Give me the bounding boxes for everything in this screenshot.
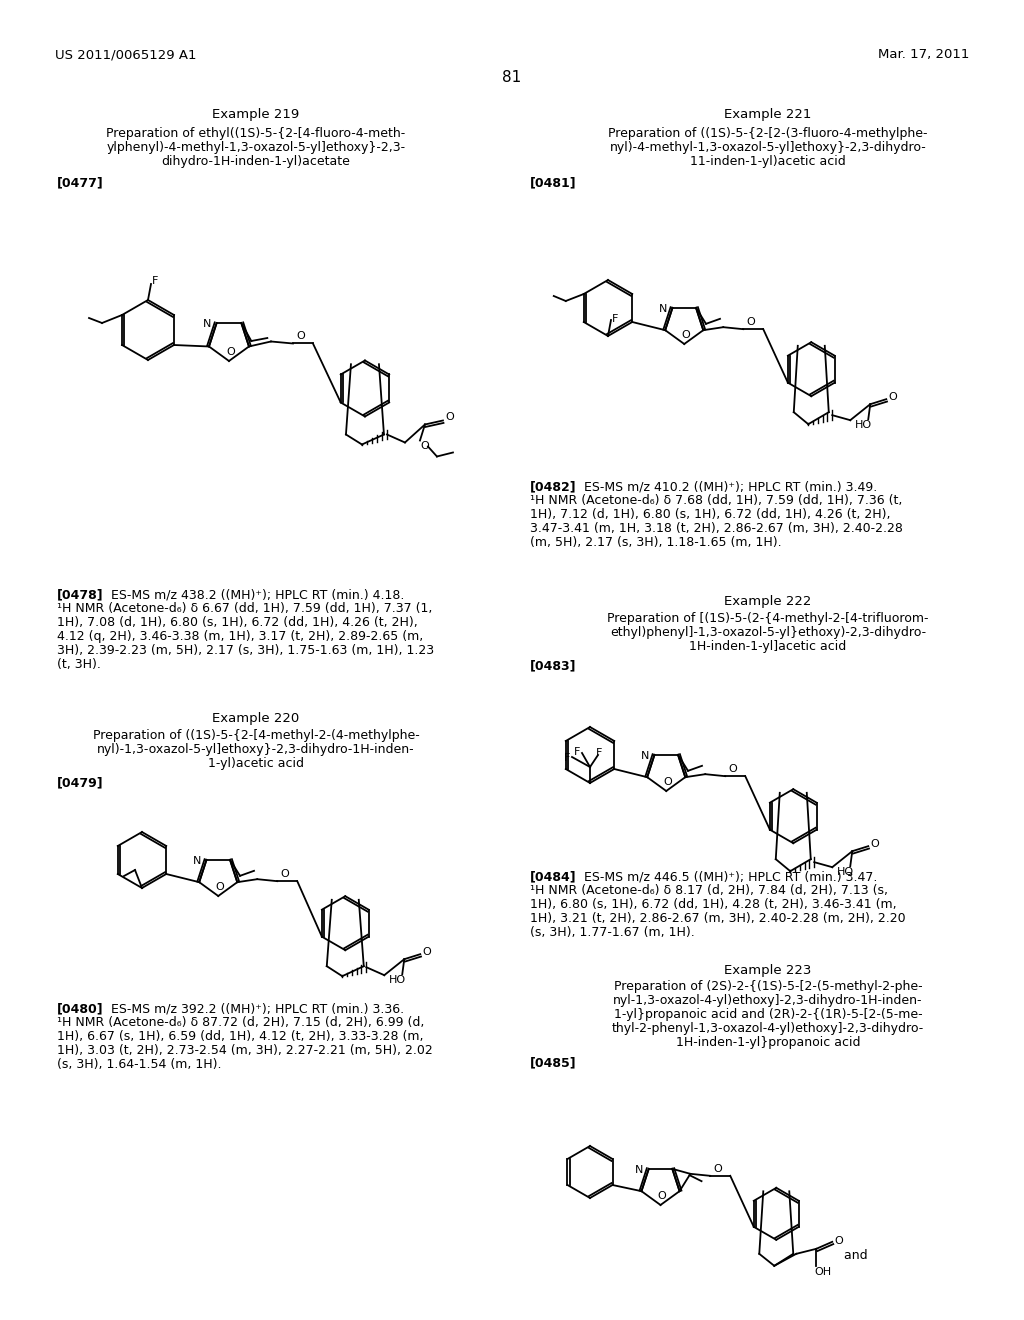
Text: F: F — [612, 314, 618, 323]
Text: 1-yl)acetic acid: 1-yl)acetic acid — [208, 756, 304, 770]
Text: Example 221: Example 221 — [724, 108, 812, 121]
Text: ES-MS m/z 438.2 ((MH)⁺); HPLC RT (min.) 4.18.: ES-MS m/z 438.2 ((MH)⁺); HPLC RT (min.) … — [103, 587, 404, 601]
Text: O: O — [835, 1236, 843, 1246]
Text: [0480]: [0480] — [57, 1002, 103, 1015]
Text: O: O — [420, 441, 429, 451]
Text: N: N — [203, 319, 211, 329]
Text: 1H), 3.21 (t, 2H), 2.86-2.67 (m, 3H), 2.40-2.28 (m, 2H), 2.20: 1H), 3.21 (t, 2H), 2.86-2.67 (m, 3H), 2.… — [530, 912, 905, 925]
Text: N: N — [635, 1164, 643, 1175]
Text: ES-MS m/z 392.2 ((MH)⁺); HPLC RT (min.) 3.36.: ES-MS m/z 392.2 ((MH)⁺); HPLC RT (min.) … — [103, 1002, 404, 1015]
Text: 1H), 7.08 (d, 1H), 6.80 (s, 1H), 6.72 (dd, 1H), 4.26 (t, 2H),: 1H), 7.08 (d, 1H), 6.80 (s, 1H), 6.72 (d… — [57, 616, 418, 630]
Text: (s, 3H), 1.64-1.54 (m, 1H).: (s, 3H), 1.64-1.54 (m, 1H). — [57, 1059, 221, 1071]
Text: Example 223: Example 223 — [724, 964, 812, 977]
Text: [0477]: [0477] — [57, 176, 103, 189]
Text: Preparation of ((1S)-5-{2-[2-(3-fluoro-4-methylphe-: Preparation of ((1S)-5-{2-[2-(3-fluoro-4… — [608, 127, 928, 140]
Text: 1H), 3.03 (t, 2H), 2.73-2.54 (m, 3H), 2.27-2.21 (m, 5H), 2.02: 1H), 3.03 (t, 2H), 2.73-2.54 (m, 3H), 2.… — [57, 1044, 433, 1057]
Text: F: F — [564, 752, 570, 763]
Text: O: O — [296, 331, 305, 342]
Text: thyl-2-phenyl-1,3-oxazol-4-yl)ethoxy]-2,3-dihydro-: thyl-2-phenyl-1,3-oxazol-4-yl)ethoxy]-2,… — [612, 1022, 924, 1035]
Text: O: O — [215, 882, 224, 892]
Text: nyl)-1,3-oxazol-5-yl]ethoxy}-2,3-dihydro-1H-inden-: nyl)-1,3-oxazol-5-yl]ethoxy}-2,3-dihydro… — [97, 743, 415, 756]
Text: ¹H NMR (Acetone-d₆) δ 6.67 (dd, 1H), 7.59 (dd, 1H), 7.37 (1,: ¹H NMR (Acetone-d₆) δ 6.67 (dd, 1H), 7.5… — [57, 602, 432, 615]
Text: Preparation of [(1S)-5-(2-{4-methyl-2-[4-trifluorom-: Preparation of [(1S)-5-(2-{4-methyl-2-[4… — [607, 612, 929, 624]
Text: F: F — [596, 748, 602, 758]
Text: OH: OH — [814, 1267, 831, 1276]
Text: 3H), 2.39-2.23 (m, 5H), 2.17 (s, 3H), 1.75-1.63 (m, 1H), 1.23: 3H), 2.39-2.23 (m, 5H), 2.17 (s, 3H), 1.… — [57, 644, 434, 657]
Text: ¹H NMR (Acetone-d₆) δ 7.68 (dd, 1H), 7.59 (dd, 1H), 7.36 (t,: ¹H NMR (Acetone-d₆) δ 7.68 (dd, 1H), 7.5… — [530, 494, 902, 507]
Text: O: O — [657, 1191, 667, 1201]
Text: ¹H NMR (Acetone-d₆) δ 87.72 (d, 2H), 7.15 (d, 2H), 6.99 (d,: ¹H NMR (Acetone-d₆) δ 87.72 (d, 2H), 7.1… — [57, 1016, 424, 1030]
Text: O: O — [714, 1164, 722, 1173]
Text: O: O — [445, 412, 454, 422]
Text: Example 222: Example 222 — [724, 595, 812, 609]
Text: N: N — [193, 855, 201, 866]
Text: [0485]: [0485] — [530, 1056, 577, 1069]
Text: O: O — [681, 330, 690, 341]
Text: O: O — [226, 347, 234, 356]
Text: dihydro-1H-inden-1-yl)acetate: dihydro-1H-inden-1-yl)acetate — [162, 154, 350, 168]
Text: and: and — [837, 1249, 868, 1262]
Text: 1H), 6.67 (s, 1H), 6.59 (dd, 1H), 4.12 (t, 2H), 3.33-3.28 (m,: 1H), 6.67 (s, 1H), 6.59 (dd, 1H), 4.12 (… — [57, 1030, 424, 1043]
Text: HO: HO — [389, 975, 407, 985]
Text: O: O — [746, 317, 755, 327]
Text: US 2011/0065129 A1: US 2011/0065129 A1 — [55, 48, 197, 61]
Text: F: F — [152, 276, 159, 286]
Text: 81: 81 — [503, 70, 521, 84]
Text: Preparation of ((1S)-5-{2-[4-methyl-2-(4-methylphe-: Preparation of ((1S)-5-{2-[4-methyl-2-(4… — [92, 729, 420, 742]
Text: O: O — [728, 764, 737, 775]
Text: [0478]: [0478] — [57, 587, 103, 601]
Text: HO: HO — [838, 867, 854, 878]
Text: 1H-inden-1-yl}propanoic acid: 1H-inden-1-yl}propanoic acid — [676, 1036, 860, 1049]
Text: O: O — [888, 392, 897, 403]
Text: [0479]: [0479] — [57, 776, 103, 789]
Text: (m, 5H), 2.17 (s, 3H), 1.18-1.65 (m, 1H).: (m, 5H), 2.17 (s, 3H), 1.18-1.65 (m, 1H)… — [530, 536, 781, 549]
Text: Preparation of (2S)-2-{(1S)-5-[2-(5-methyl-2-phe-: Preparation of (2S)-2-{(1S)-5-[2-(5-meth… — [613, 979, 923, 993]
Text: Example 219: Example 219 — [212, 108, 300, 121]
Text: O: O — [422, 948, 431, 957]
Text: 1H), 6.80 (s, 1H), 6.72 (dd, 1H), 4.28 (t, 2H), 3.46-3.41 (m,: 1H), 6.80 (s, 1H), 6.72 (dd, 1H), 4.28 (… — [530, 898, 897, 911]
Text: ES-MS m/z 446.5 ((MH)⁺); HPLC RT (min.) 3.47.: ES-MS m/z 446.5 ((MH)⁺); HPLC RT (min.) … — [575, 870, 878, 883]
Text: O: O — [870, 840, 879, 849]
Text: N: N — [640, 751, 649, 760]
Text: (t, 3H).: (t, 3H). — [57, 657, 101, 671]
Text: N: N — [658, 304, 667, 314]
Text: ¹H NMR (Acetone-d₆) δ 8.17 (d, 2H), 7.84 (d, 2H), 7.13 (s,: ¹H NMR (Acetone-d₆) δ 8.17 (d, 2H), 7.84… — [530, 884, 888, 898]
Text: ethyl)phenyl]-1,3-oxazol-5-yl}ethoxy)-2,3-dihydro-: ethyl)phenyl]-1,3-oxazol-5-yl}ethoxy)-2,… — [610, 626, 926, 639]
Text: nyl-1,3-oxazol-4-yl)ethoxy]-2,3-dihydro-1H-inden-: nyl-1,3-oxazol-4-yl)ethoxy]-2,3-dihydro-… — [613, 994, 923, 1007]
Text: [0481]: [0481] — [530, 176, 577, 189]
Text: 1H-inden-1-yl]acetic acid: 1H-inden-1-yl]acetic acid — [689, 640, 847, 653]
Text: [0484]: [0484] — [530, 870, 577, 883]
Text: 1H), 7.12 (d, 1H), 6.80 (s, 1H), 6.72 (dd, 1H), 4.26 (t, 2H),: 1H), 7.12 (d, 1H), 6.80 (s, 1H), 6.72 (d… — [530, 508, 891, 521]
Text: ES-MS m/z 410.2 ((MH)⁺); HPLC RT (min.) 3.49.: ES-MS m/z 410.2 ((MH)⁺); HPLC RT (min.) … — [575, 480, 878, 492]
Text: Mar. 17, 2011: Mar. 17, 2011 — [878, 48, 969, 61]
Text: (s, 3H), 1.77-1.67 (m, 1H).: (s, 3H), 1.77-1.67 (m, 1H). — [530, 927, 694, 939]
Text: Example 220: Example 220 — [212, 711, 300, 725]
Text: [0483]: [0483] — [530, 659, 577, 672]
Text: 11-inden-1-yl)acetic acid: 11-inden-1-yl)acetic acid — [690, 154, 846, 168]
Text: O: O — [281, 869, 289, 879]
Text: 4.12 (q, 2H), 3.46-3.38 (m, 1H), 3.17 (t, 2H), 2.89-2.65 (m,: 4.12 (q, 2H), 3.46-3.38 (m, 1H), 3.17 (t… — [57, 630, 423, 643]
Text: F: F — [574, 747, 581, 756]
Text: Preparation of ethyl((1S)-5-{2-[4-fluoro-4-meth-: Preparation of ethyl((1S)-5-{2-[4-fluoro… — [106, 127, 406, 140]
Text: [0482]: [0482] — [530, 480, 577, 492]
Text: HO: HO — [855, 420, 872, 430]
Text: 3.47-3.41 (m, 1H, 3.18 (t, 2H), 2.86-2.67 (m, 3H), 2.40-2.28: 3.47-3.41 (m, 1H, 3.18 (t, 2H), 2.86-2.6… — [530, 521, 903, 535]
Text: ylphenyl)-4-methyl-1,3-oxazol-5-yl]ethoxy}-2,3-: ylphenyl)-4-methyl-1,3-oxazol-5-yl]ethox… — [106, 141, 406, 154]
Text: O: O — [664, 777, 672, 787]
Text: 1-yl}propanoic acid and (2R)-2-{(1R)-5-[2-(5-me-: 1-yl}propanoic acid and (2R)-2-{(1R)-5-[… — [613, 1008, 923, 1020]
Text: nyl)-4-methyl-1,3-oxazol-5-yl]ethoxy}-2,3-dihydro-: nyl)-4-methyl-1,3-oxazol-5-yl]ethoxy}-2,… — [609, 141, 927, 154]
